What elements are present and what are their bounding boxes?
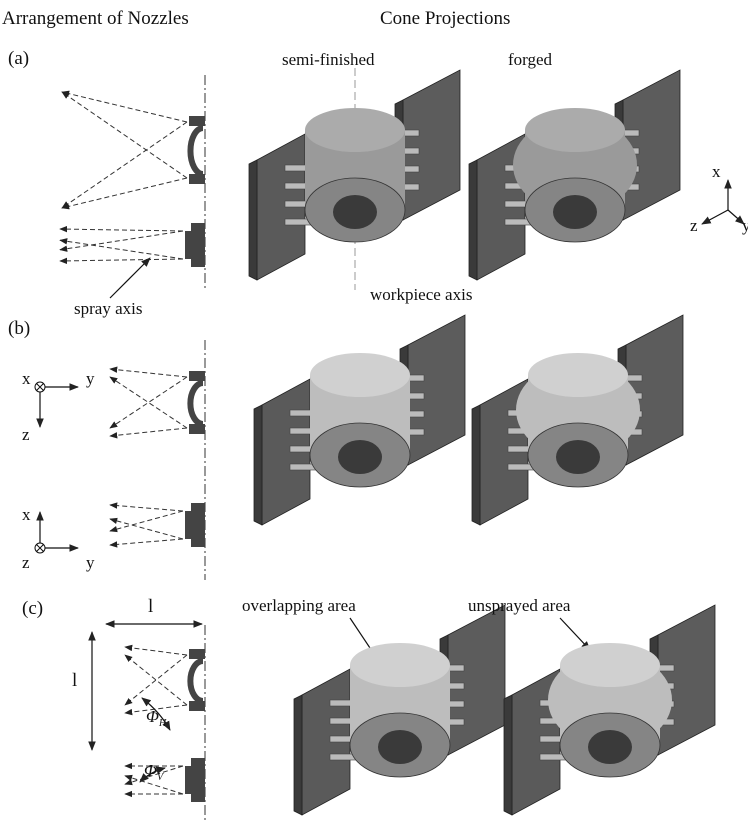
- spray-line: [110, 519, 183, 539]
- panel-label: (c): [22, 598, 43, 619]
- bore: [588, 730, 632, 764]
- bore: [553, 195, 597, 229]
- nozzle-ring: [190, 661, 203, 701]
- axis-label: y: [742, 216, 748, 235]
- spray-line: [60, 229, 183, 231]
- spray-line: [125, 647, 187, 655]
- nozzle: [189, 649, 205, 659]
- shape: [623, 70, 680, 220]
- shape: [448, 605, 505, 755]
- nozzle: [185, 511, 191, 539]
- symbol: Φ: [144, 761, 157, 780]
- shape: [658, 605, 715, 755]
- nozzle-ring: [190, 383, 203, 424]
- arrow: [560, 618, 590, 650]
- symbol: Φ: [146, 707, 159, 726]
- axis-label: y: [86, 553, 95, 572]
- annotation: spray axis: [74, 299, 142, 318]
- spray-line: [110, 505, 183, 511]
- bore: [556, 440, 600, 474]
- shape: [249, 160, 257, 280]
- figure: Arrangement of Nozzles Cone Projections …: [0, 0, 748, 827]
- nozzle: [189, 371, 205, 381]
- column-label: forged: [508, 50, 553, 69]
- arrow: [702, 210, 728, 224]
- annotation: unsprayed area: [468, 596, 571, 615]
- cylinder-top: [528, 353, 628, 397]
- axis-symbol: [37, 384, 44, 391]
- shape: [626, 315, 683, 465]
- column-label: semi-finished: [282, 50, 375, 69]
- shape: [254, 405, 262, 525]
- nozzle: [185, 231, 191, 259]
- axis-label: y: [86, 369, 95, 388]
- subscript: H: [158, 718, 167, 729]
- nozzle: [191, 758, 205, 802]
- shape: [294, 695, 302, 815]
- axis-label: z: [22, 425, 30, 444]
- cylinder-top: [305, 108, 405, 152]
- spray-line: [110, 539, 183, 545]
- cylinder-top: [525, 108, 625, 152]
- axis-label: x: [712, 162, 721, 181]
- bore: [338, 440, 382, 474]
- nozzle-ring: [190, 128, 203, 174]
- nozzle: [185, 766, 191, 794]
- dimension-label: l: [148, 596, 153, 617]
- spray-line: [60, 240, 183, 259]
- angle-label: ΦH: [146, 707, 167, 729]
- shape: [403, 70, 460, 220]
- bore: [333, 195, 377, 229]
- spray-line: [110, 428, 187, 436]
- subscript: V: [157, 772, 165, 783]
- cylinder-top: [560, 643, 660, 687]
- arrow: [110, 258, 150, 298]
- spray-line: [60, 231, 183, 250]
- shape: [408, 315, 465, 465]
- spray-line: [62, 92, 187, 122]
- annotation: workpiece axis: [370, 285, 472, 304]
- bore: [378, 730, 422, 764]
- axis-label: z: [690, 216, 698, 235]
- shape: [472, 405, 480, 525]
- axis-symbol: [37, 545, 44, 552]
- panel-label: (a): [8, 48, 29, 69]
- spray-line: [110, 369, 187, 377]
- panel-label: (b): [8, 318, 30, 339]
- axis-label: z: [22, 553, 30, 572]
- nozzle: [191, 503, 205, 547]
- header-right: Cone Projections: [380, 8, 510, 29]
- cylinder-top: [310, 353, 410, 397]
- axis-label: x: [22, 505, 31, 524]
- axis-label: x: [22, 369, 31, 388]
- annotation: overlapping area: [242, 596, 356, 615]
- header-left: Arrangement of Nozzles: [2, 8, 189, 29]
- spray-line: [110, 377, 187, 428]
- cylinder-top: [350, 643, 450, 687]
- nozzle: [191, 223, 205, 267]
- angle-label: ΦV: [144, 761, 165, 783]
- nozzle: [189, 116, 205, 126]
- spray-line: [62, 178, 187, 208]
- dimension-label: l: [72, 670, 77, 691]
- spray-line: [110, 511, 183, 531]
- shape: [504, 695, 512, 815]
- spray-line: [110, 377, 187, 428]
- spray-line: [60, 259, 183, 261]
- shape: [469, 160, 477, 280]
- artwork: [35, 68, 744, 820]
